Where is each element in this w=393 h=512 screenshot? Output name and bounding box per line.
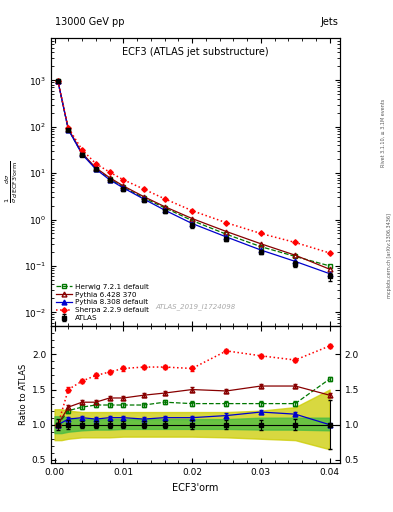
- Text: ATLAS_2019_I1724098: ATLAS_2019_I1724098: [155, 304, 236, 310]
- Text: Jets: Jets: [321, 17, 339, 27]
- Text: mcplots.cern.ch [arXiv:1306.3436]: mcplots.cern.ch [arXiv:1306.3436]: [387, 214, 391, 298]
- Legend: Herwig 7.2.1 default, Pythia 6.428 370, Pythia 8.308 default, Sherpa 2.2.9 defau: Herwig 7.2.1 default, Pythia 6.428 370, …: [54, 282, 151, 324]
- Text: ECF3 (ATLAS jet substructure): ECF3 (ATLAS jet substructure): [122, 47, 269, 57]
- Text: Rivet 3.1.10, ≥ 3.1M events: Rivet 3.1.10, ≥ 3.1M events: [381, 99, 386, 167]
- Text: 13000 GeV pp: 13000 GeV pp: [55, 17, 125, 27]
- Y-axis label: Ratio to ATLAS: Ratio to ATLAS: [19, 364, 28, 425]
- Y-axis label: $\frac{1}{\sigma}\frac{d\sigma}{d\,\mathrm{ECF3'orm}}$: $\frac{1}{\sigma}\frac{d\sigma}{d\,\math…: [3, 161, 20, 203]
- X-axis label: ECF3'orm: ECF3'orm: [172, 483, 219, 493]
